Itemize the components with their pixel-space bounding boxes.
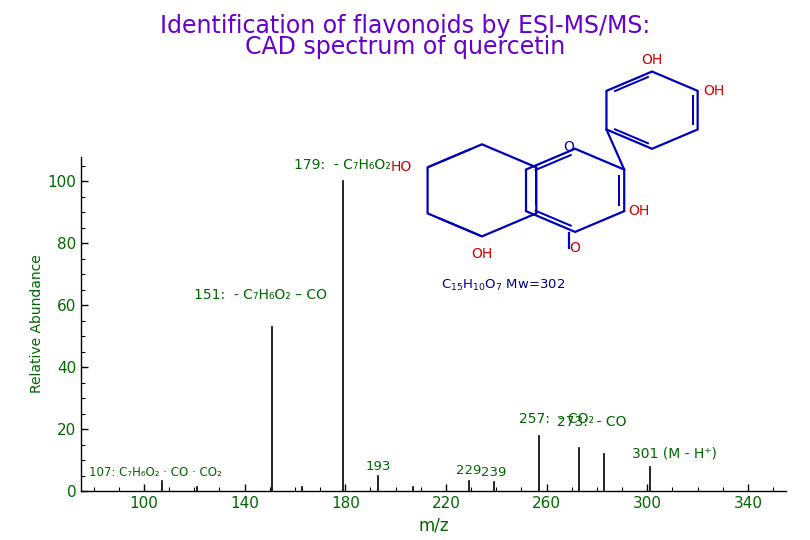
Text: 229: 229	[456, 464, 481, 477]
Text: 239: 239	[481, 466, 506, 479]
Text: 193: 193	[365, 460, 390, 473]
Text: 301 (M - H⁺): 301 (M - H⁺)	[632, 447, 717, 461]
Text: 179:  - C₇H₆O₂: 179: - C₇H₆O₂	[294, 158, 391, 172]
Text: OH: OH	[629, 204, 650, 218]
Text: 257:  - CO₂: 257: - CO₂	[519, 413, 594, 426]
Text: OH: OH	[642, 53, 663, 67]
Text: OH: OH	[471, 247, 492, 261]
Text: $\mathregular{C_{15}H_{10}O_7}$ Mw=302: $\mathregular{C_{15}H_{10}O_7}$ Mw=302	[441, 278, 565, 293]
Text: Identification of flavonoids by ESI-MS/MS:: Identification of flavonoids by ESI-MS/M…	[160, 14, 650, 37]
Y-axis label: Relative Abundance: Relative Abundance	[31, 255, 45, 393]
Text: 151:  - C₇H₆O₂ – CO: 151: - C₇H₆O₂ – CO	[194, 288, 327, 302]
Text: O: O	[569, 241, 581, 255]
Text: OH: OH	[704, 84, 725, 98]
Text: CAD spectrum of quercetin: CAD spectrum of quercetin	[245, 35, 565, 59]
Text: HO: HO	[390, 160, 411, 174]
Text: 107: C₇H₆O₂ · CO · CO₂: 107: C₇H₆O₂ · CO · CO₂	[88, 466, 221, 479]
Text: 273:  - CO: 273: - CO	[556, 415, 626, 429]
X-axis label: m/z: m/z	[418, 517, 449, 535]
Text: O: O	[564, 140, 574, 154]
